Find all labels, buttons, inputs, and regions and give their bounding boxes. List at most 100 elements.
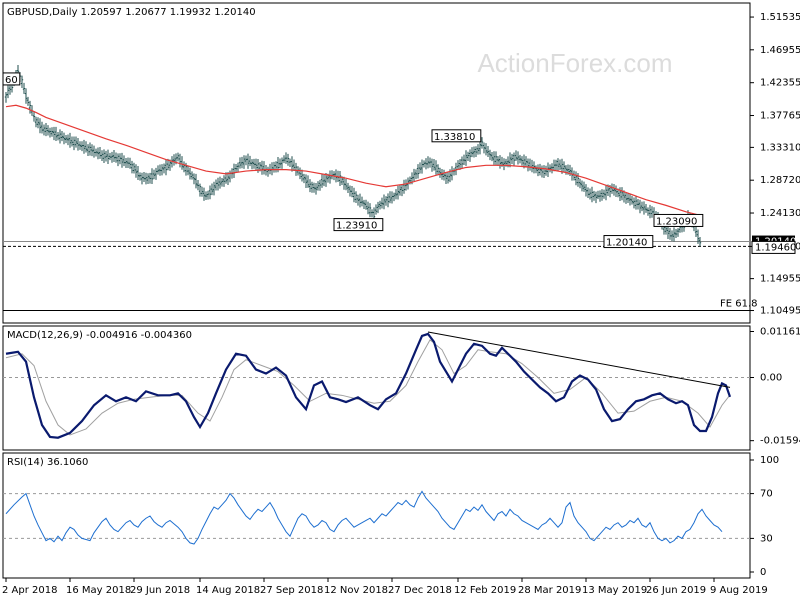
price-bar [464, 150, 468, 166]
price-bar [72, 136, 76, 151]
price-bar [594, 191, 598, 204]
price-bar [220, 177, 224, 187]
price-y-tick-label: 1.10495 [760, 306, 800, 317]
price-bar [20, 75, 24, 89]
price-bar [6, 85, 10, 99]
price-bar [638, 199, 642, 214]
price-bar [166, 158, 170, 171]
price-bar [306, 175, 310, 188]
price-annotation: 1.23090 [653, 213, 704, 227]
price-bar [88, 142, 92, 156]
price-bar [212, 181, 216, 196]
price-bar [400, 184, 404, 197]
price-bar [574, 171, 578, 186]
price-bar [436, 164, 440, 176]
price-bar [32, 111, 36, 122]
price-bar [466, 151, 470, 162]
price-bar [484, 143, 488, 156]
price-bar [238, 157, 242, 169]
x-tick-label: 28 Mar 2019 [518, 585, 581, 596]
price-bar [600, 189, 604, 201]
price-bar [314, 182, 318, 195]
price-bar [524, 156, 528, 168]
price-bar [156, 165, 160, 175]
price-bar [192, 173, 196, 185]
price-bar [176, 152, 180, 162]
price-bar [234, 164, 238, 173]
price-bar [344, 178, 348, 191]
fe-annotation-label: FE 61.8 [720, 299, 758, 310]
price-bar [648, 204, 652, 219]
price-bar [386, 193, 390, 208]
price-bar [150, 168, 154, 185]
macd-y-tick-label: 0.011619 [760, 326, 800, 337]
price-y-tick-label: 1.42355 [760, 78, 800, 89]
price-bar [70, 136, 74, 147]
price-annotation-box [653, 213, 704, 227]
price-bar [646, 207, 650, 216]
sma-line [5, 104, 701, 216]
price-annotation-label: 1.23090 [656, 216, 697, 227]
price-bar [164, 159, 168, 176]
price-bar [82, 139, 86, 154]
price-bar [602, 189, 606, 199]
macd-y-ticks: 0.011619 0.00 -0.015949 [750, 326, 800, 447]
price-bar [456, 160, 460, 170]
price-bar [598, 190, 602, 202]
price-bar [498, 155, 502, 169]
price-bar [200, 186, 204, 197]
price-annotation: 1.33810 [431, 129, 482, 143]
price-bar [52, 126, 56, 141]
price-bar [26, 96, 30, 106]
price-bar [512, 152, 516, 166]
price-bar [514, 150, 518, 161]
price-bar [22, 82, 26, 94]
price-bar [90, 144, 94, 157]
price-bar [186, 165, 190, 176]
price-bar [144, 172, 148, 185]
price-bar [128, 157, 132, 169]
price-bar [120, 152, 124, 168]
macd-line [5, 332, 732, 439]
x-tick-label: 27 Sep 2018 [260, 585, 323, 596]
x-tick-label: 2 Apr 2018 [2, 585, 57, 596]
price-bar [266, 166, 270, 177]
price-bar [540, 165, 544, 178]
price-bar [350, 185, 354, 198]
price-bar [240, 156, 244, 169]
price-bar [54, 126, 58, 141]
price-bar [180, 156, 184, 170]
price-bar [384, 196, 388, 206]
price-bar [470, 147, 474, 158]
price-panel: ActionForex.com GBPUSD,Daily 1.20597 1.2… [2, 2, 800, 324]
macd-panel-frame [2, 325, 751, 451]
rsi-y-tick-label: 30 [760, 533, 773, 544]
price-bar [510, 153, 514, 165]
price-bar [676, 228, 680, 237]
price-bar [218, 176, 222, 189]
price-bar [338, 170, 342, 187]
price-bar [442, 169, 446, 181]
price-bar [202, 187, 206, 201]
price-bar [694, 225, 698, 238]
price-bar [486, 145, 490, 158]
price-bar [620, 187, 624, 201]
price-bar [412, 168, 416, 181]
price-annotation-box [2, 72, 21, 86]
price-bar [280, 157, 284, 169]
price-bar [562, 161, 566, 172]
x-tick-label: 26 Jun 2019 [646, 585, 706, 596]
price-bar [292, 159, 296, 172]
price-bar [354, 191, 358, 204]
price-bar [628, 193, 632, 206]
price-bar [392, 192, 396, 202]
price-bar [286, 153, 290, 166]
macd-signal-line [5, 339, 731, 436]
price-bar [526, 158, 530, 172]
price-annotation-label: 1.23910 [336, 221, 377, 232]
price-bar [62, 132, 66, 145]
price-bar [68, 132, 72, 148]
price-bar [302, 173, 306, 184]
price-bar [634, 195, 638, 210]
